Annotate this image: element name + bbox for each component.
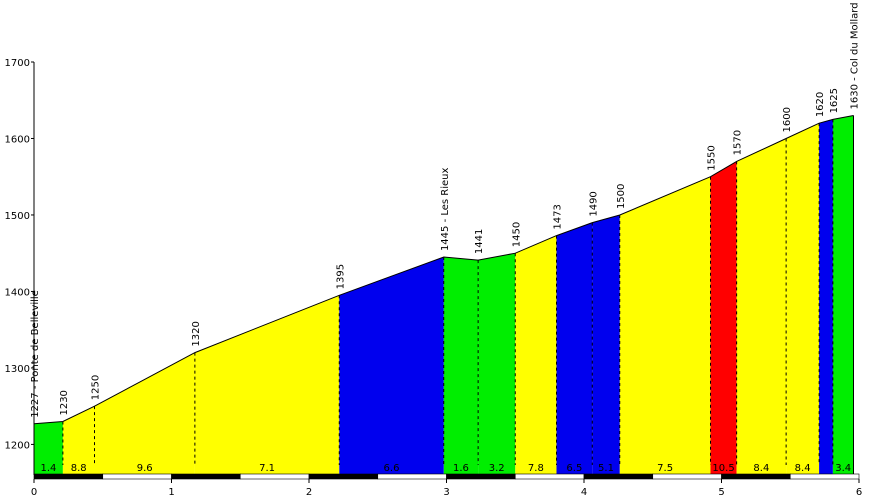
segment-fill-14: [819, 119, 833, 476]
elevation-label-16: 1630 - Col du Mollard: [850, 2, 861, 109]
grade-label-0: 1.4: [40, 463, 56, 474]
km-bar-block-0: [33, 473, 104, 480]
km-bar-block-8: [583, 473, 654, 480]
grade-label-15: 3.4: [835, 463, 851, 474]
segment-fill-9: [592, 215, 620, 475]
y-tick-label-4: 1600: [5, 134, 30, 145]
elevation-labels: 1227 - Ponte de Belleville 1230 1250 1320 13…: [30, 2, 861, 417]
km-bar-block-10: [721, 473, 791, 480]
elevation-label-7: 1450: [511, 222, 522, 247]
profile-line: [33, 115, 854, 425]
elevation-label-15: 1625: [829, 88, 840, 113]
segment-fill-1: [62, 406, 95, 475]
grade-label-9: 5.1: [598, 463, 614, 474]
y-tick-label-1: 1300: [5, 364, 30, 375]
elevation-label-2: 1250: [90, 375, 101, 400]
axis-ticks: 1200 1300 1400 1500 1600 1700 0 1 2 3 4 5 6: [5, 58, 863, 498]
km-bar-block-6: [446, 473, 516, 480]
elevation-label-1: 1230: [59, 390, 70, 415]
grade-label-6: 3.2: [489, 463, 505, 474]
segment-fill-13: [786, 123, 820, 475]
elevation-label-14: 1620: [815, 92, 826, 117]
km-bar-block-9: [652, 473, 722, 480]
km-bar-block-4: [308, 473, 379, 480]
grade-label-4: 6.6: [384, 463, 400, 474]
km-bar-block-3: [239, 473, 310, 480]
segment-dividers: [62, 119, 834, 465]
segment-fill-11: [710, 161, 737, 475]
segment-fill-10: [619, 176, 711, 475]
segment-fill-2: [94, 352, 195, 475]
grade-label-11: 10.5: [712, 463, 734, 474]
profile-outline: [33, 115, 854, 475]
elevation-label-9: 1490: [588, 191, 599, 216]
x-tick-label-2: 2: [306, 487, 312, 498]
elevation-label-3: 1320: [191, 321, 202, 346]
segment-fill-8: [556, 222, 593, 475]
segment-fill-4: [339, 257, 444, 475]
x-tick-label-1: 1: [168, 487, 174, 498]
grade-label-3: 7.1: [259, 463, 275, 474]
x-tick-label-5: 5: [718, 487, 724, 498]
elevation-label-12: 1570: [733, 130, 744, 155]
elevation-label-6: 1441: [474, 229, 485, 254]
segment-fill-5: [443, 257, 479, 475]
x-tick-label-4: 4: [581, 487, 587, 498]
segment-fill-12: [736, 138, 787, 475]
km-scale-bar: [33, 473, 860, 480]
y-tick-label-0: 1200: [5, 440, 30, 451]
elevation-label-5: 1445 - Les Rieux: [440, 167, 451, 251]
grade-label-12: 8.4: [753, 463, 769, 474]
elevation-label-10: 1500: [616, 184, 627, 209]
elevation-label-11: 1550: [707, 145, 718, 170]
segment-fill-0: [34, 421, 63, 475]
grade-label-1: 8.8: [71, 463, 87, 474]
y-tick-label-5: 1700: [5, 58, 30, 69]
y-tick-label-2: 1400: [5, 287, 30, 298]
elevation-label-13: 1600: [782, 107, 793, 132]
grade-label-8: 6.5: [566, 463, 582, 474]
grade-label-2: 9.6: [137, 463, 153, 474]
grade-labels: 1.4 8.8 9.6 7.1 6.6 1.6 3.2 7.8 6.5 5.1 7.5 10.5 8.4…: [40, 463, 851, 474]
grade-label-13: 8.4: [795, 463, 811, 474]
x-tick-label-6: 6: [856, 487, 862, 498]
segment-fill-15: [832, 115, 854, 475]
km-bar-block-11: [789, 473, 860, 480]
segment-fill-7: [515, 235, 557, 475]
segment-fill-3: [194, 295, 340, 475]
km-bar-block-5: [377, 473, 447, 480]
elevation-label-0: 1227 - Ponte de Belleville: [30, 290, 41, 418]
km-bar-block-2: [171, 473, 241, 480]
gradient-segments: [34, 115, 854, 476]
y-tick-label-3: 1500: [5, 211, 30, 222]
x-tick-label-0: 0: [31, 487, 37, 498]
grade-label-7: 7.8: [528, 463, 544, 474]
elevation-label-4: 1395: [335, 264, 346, 289]
segment-fill-6: [478, 253, 516, 475]
grade-label-10: 7.5: [657, 463, 673, 474]
km-bar-block-1: [102, 473, 172, 480]
km-bar-block-7: [514, 473, 585, 480]
grade-label-5: 1.6: [453, 463, 469, 474]
x-tick-label-3: 3: [443, 487, 449, 498]
elevation-label-8: 1473: [553, 204, 564, 229]
